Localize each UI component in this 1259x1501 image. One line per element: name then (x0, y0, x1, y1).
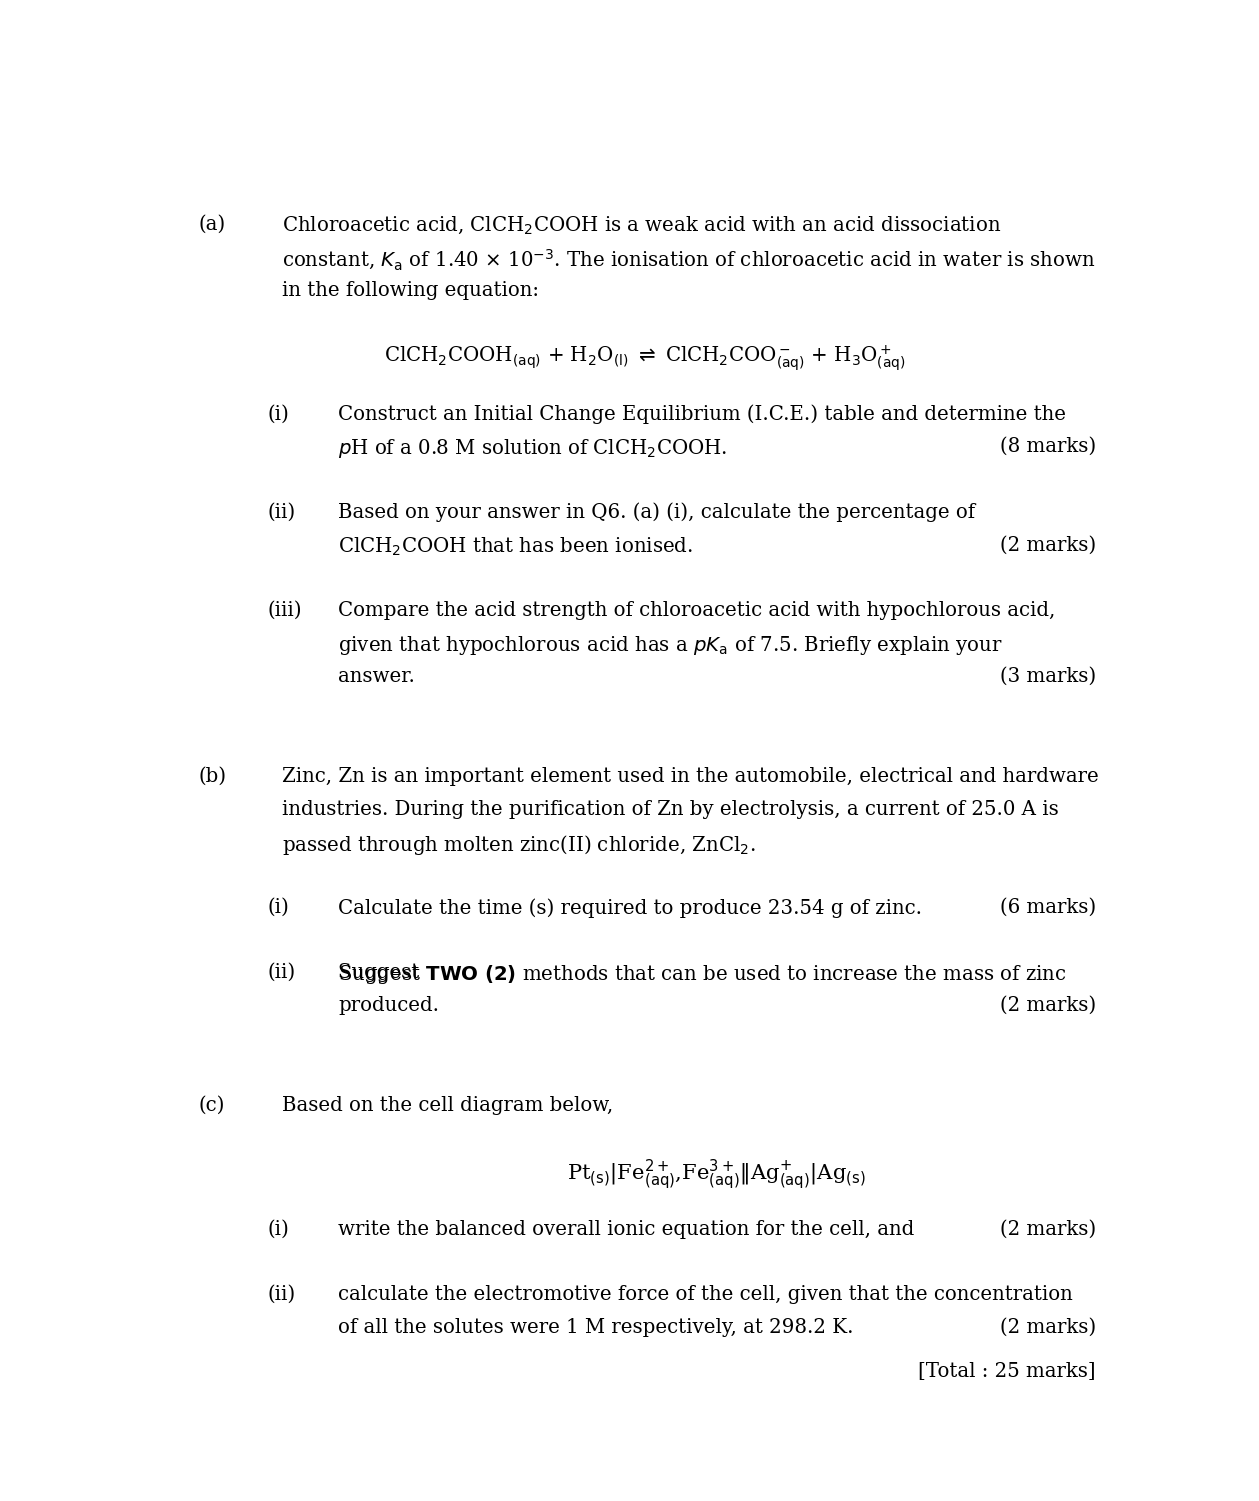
Text: (b): (b) (199, 767, 227, 785)
Text: (2 marks): (2 marks) (1000, 1318, 1097, 1337)
Text: (2 marks): (2 marks) (1000, 536, 1097, 554)
Text: Pt$_\mathrm{(s)}$$|$Fe$^{2+}_\mathrm{(aq)}$,Fe$^{3+}_\mathrm{(aq)}$$\|$Ag$^{+}_\: Pt$_\mathrm{(s)}$$|$Fe$^{2+}_\mathrm{(aq… (567, 1157, 866, 1192)
Text: in the following equation:: in the following equation: (282, 281, 539, 300)
Text: Chloroacetic acid, ClCH$_2$COOH is a weak acid with an acid dissociation: Chloroacetic acid, ClCH$_2$COOH is a wea… (282, 215, 1001, 236)
Text: Suggest $\mathbf{TWO\ (2)}$ methods that can be used to increase the mass of zin: Suggest $\mathbf{TWO\ (2)}$ methods that… (337, 964, 1066, 986)
Text: given that hypochlorous acid has a $pK_\mathrm{a}$ of 7.5. Briefly explain your: given that hypochlorous acid has a $pK_\… (337, 633, 1002, 657)
Text: industries. During the purification of Zn by electrolysis, a current of 25.0 A i: industries. During the purification of Z… (282, 800, 1059, 818)
Text: (i): (i) (268, 1220, 290, 1238)
Text: (6 marks): (6 marks) (1000, 898, 1097, 917)
Text: write the balanced overall ionic equation for the cell, and: write the balanced overall ionic equatio… (337, 1220, 914, 1238)
Text: passed through molten zinc(II) chloride, ZnCl$_2$.: passed through molten zinc(II) chloride,… (282, 833, 755, 857)
Text: (iii): (iii) (268, 600, 302, 620)
Text: ClCH$_2$COOH that has been ionised.: ClCH$_2$COOH that has been ionised. (337, 536, 692, 558)
Text: (i): (i) (268, 404, 290, 423)
Text: Zinc, Zn is an important element used in the automobile, electrical and hardware: Zinc, Zn is an important element used in… (282, 767, 1099, 785)
Text: ClCH$_2$COOH$_\mathrm{(aq)}$ + H$_2$O$_\mathrm{(l)}$ $\rightleftharpoons$ ClCH$_: ClCH$_2$COOH$_\mathrm{(aq)}$ + H$_2$O$_\… (384, 342, 906, 372)
Text: Based on your answer in Q6. (a) (i), calculate the percentage of: Based on your answer in Q6. (a) (i), cal… (337, 503, 974, 522)
Text: (ii): (ii) (268, 964, 296, 982)
Text: calculate the electromotive force of the cell, given that the concentration: calculate the electromotive force of the… (337, 1285, 1073, 1304)
Text: of all the solutes were 1 M respectively, at 298.2 K.: of all the solutes were 1 M respectively… (337, 1318, 854, 1337)
Text: [Total : 25 marks]: [Total : 25 marks] (918, 1363, 1097, 1381)
Text: produced.: produced. (337, 997, 439, 1015)
Text: (8 marks): (8 marks) (1000, 437, 1097, 456)
Text: $p$H of a 0.8 M solution of ClCH$_2$COOH.: $p$H of a 0.8 M solution of ClCH$_2$COOH… (337, 437, 728, 461)
Text: Construct an Initial Change Equilibrium (I.C.E.) table and determine the: Construct an Initial Change Equilibrium … (337, 404, 1066, 423)
Text: (c): (c) (199, 1096, 225, 1115)
Text: answer.: answer. (337, 666, 414, 686)
Text: Compare the acid strength of chloroacetic acid with hypochlorous acid,: Compare the acid strength of chloroaceti… (337, 600, 1055, 620)
Text: (ii): (ii) (268, 1285, 296, 1304)
Text: (a): (a) (199, 215, 225, 234)
Text: constant, $K_\mathrm{a}$ of 1.40 $\times$ 10$^{-3}$. The ionisation of chloroace: constant, $K_\mathrm{a}$ of 1.40 $\times… (282, 248, 1095, 272)
Text: Based on the cell diagram below,: Based on the cell diagram below, (282, 1096, 613, 1115)
Text: (3 marks): (3 marks) (1000, 666, 1097, 686)
Text: Suggest: Suggest (337, 964, 426, 982)
Text: (ii): (ii) (268, 503, 296, 521)
Text: (i): (i) (268, 898, 290, 917)
Text: Calculate the time (s) required to produce 23.54 g of zinc.: Calculate the time (s) required to produ… (337, 898, 922, 917)
Text: (2 marks): (2 marks) (1000, 1220, 1097, 1238)
Text: (2 marks): (2 marks) (1000, 997, 1097, 1015)
